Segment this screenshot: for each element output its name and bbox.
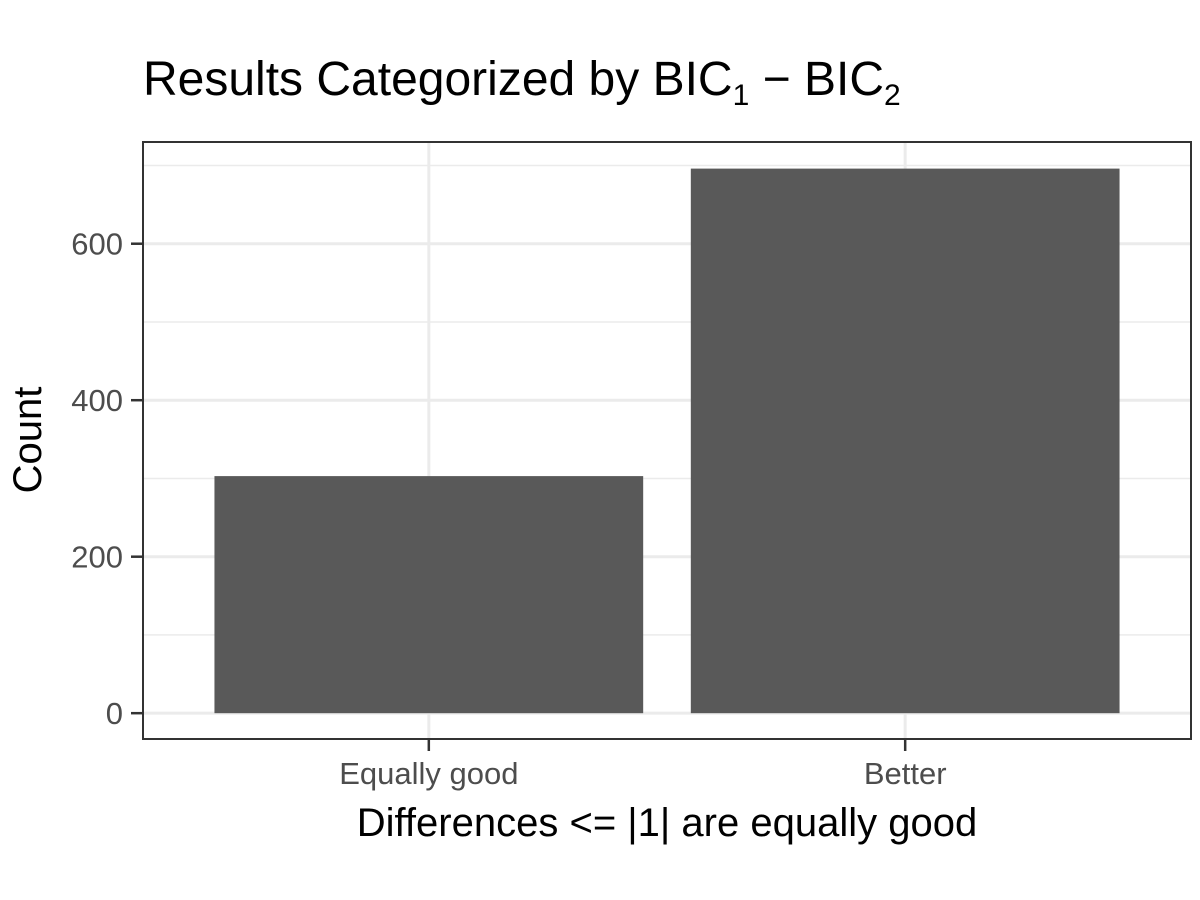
y-axis: 0 200 400 600 [71, 227, 143, 731]
y-tick-label: 200 [71, 540, 123, 575]
x-tick-label: Better [864, 756, 947, 791]
y-tick-label: 400 [71, 383, 123, 418]
y-tick-label: 0 [106, 696, 123, 731]
bars [214, 168, 1120, 714]
chart-title-subscript-1: 1 [733, 79, 750, 112]
chart-title-mid: BIC [804, 53, 884, 106]
chart-title: Results Categorized by BIC1 − BIC2 [143, 53, 901, 112]
x-axis-title: Differences <= |1| are equally good [357, 801, 977, 845]
y-tick-label: 600 [71, 227, 123, 262]
x-tick-label: Equally good [339, 756, 518, 791]
chart-title-minus: − [749, 53, 804, 106]
bar-2 [690, 168, 1120, 714]
chart-title-subscript-2: 2 [884, 79, 901, 112]
x-axis: Equally good Better [339, 739, 947, 791]
y-axis-title: Count [6, 387, 50, 494]
bar-1 [214, 476, 644, 714]
plot-panel-border [142, 141, 1192, 740]
chart-title-prefix: Results Categorized by BIC [143, 53, 733, 106]
